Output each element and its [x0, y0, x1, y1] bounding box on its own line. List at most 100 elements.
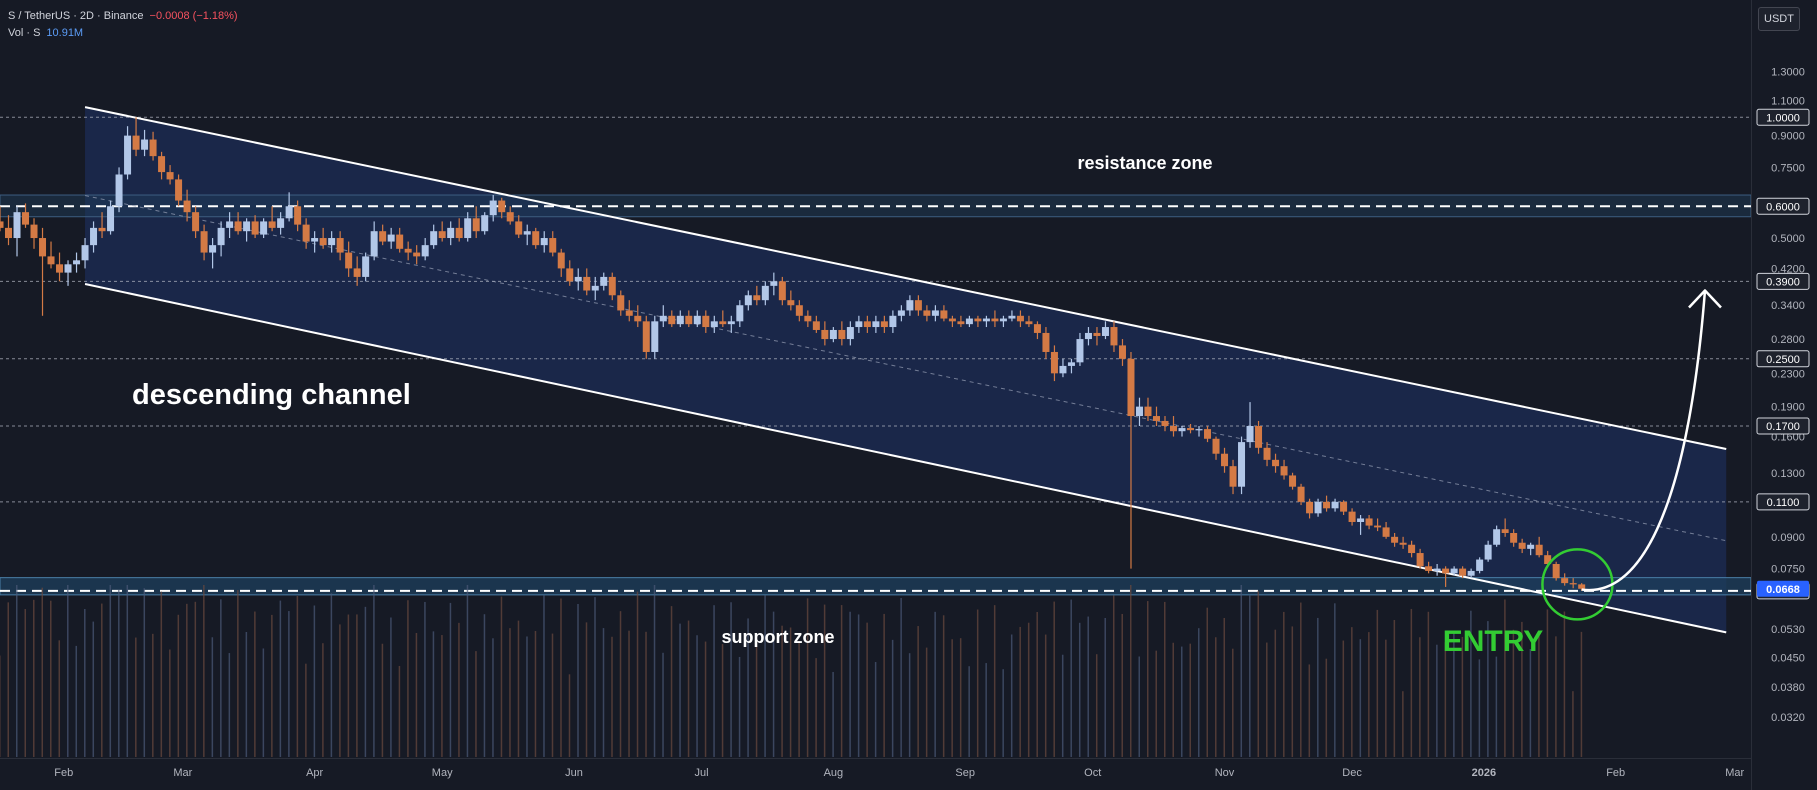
candle: [1331, 498, 1339, 512]
candle-body: [98, 227, 106, 232]
candle-body: [940, 310, 948, 319]
candle-body: [770, 281, 778, 286]
candle: [1280, 459, 1288, 480]
entry-label: ENTRY: [1443, 625, 1544, 658]
candle-body: [625, 310, 633, 316]
price-tick-label: 0.1300: [1771, 468, 1805, 480]
time-tick-label: Mar: [1725, 767, 1744, 779]
time-tick-label: Apr: [306, 767, 323, 779]
volume-bar: [874, 662, 877, 757]
volume-bar: [1563, 611, 1566, 757]
candle: [1459, 566, 1467, 579]
candle-body: [1212, 438, 1220, 454]
price-tick-label: 0.1600: [1771, 432, 1805, 444]
candle: [838, 321, 846, 346]
volume-bar: [1274, 629, 1277, 757]
candle: [515, 215, 523, 239]
candle: [931, 305, 939, 322]
candle-body: [1552, 564, 1560, 579]
volume-bar: [322, 643, 324, 757]
volume-bar: [1478, 659, 1481, 757]
projection-arrow[interactable]: [1581, 290, 1707, 592]
volume-bar: [1181, 646, 1183, 757]
time-tick-label: Mar: [173, 767, 192, 779]
volume-bar: [296, 595, 299, 757]
candle-body: [702, 315, 710, 328]
channel-lower-line[interactable]: [84, 283, 1727, 634]
candle: [1246, 402, 1254, 448]
candle-body: [345, 252, 353, 269]
candle-body: [787, 300, 795, 306]
volume-bar: [1036, 612, 1038, 757]
candle: [676, 310, 684, 328]
candle-body: [404, 248, 412, 253]
candle: [557, 248, 565, 277]
candle: [948, 315, 956, 328]
volume-bar: [7, 602, 10, 757]
volume-bar: [585, 622, 588, 757]
volume-bar: [492, 638, 494, 757]
volume-bar: [177, 614, 180, 757]
volume-bar: [772, 611, 775, 757]
candle-body: [1416, 553, 1424, 567]
candle-body: [268, 221, 276, 228]
volume-bar: [1342, 640, 1345, 757]
candle-body: [22, 212, 30, 225]
volume-bar: [441, 635, 443, 757]
price-tick-label: 0.7500: [1771, 162, 1805, 174]
candle: [1297, 483, 1305, 506]
price-tick-label: 0.0900: [1771, 532, 1805, 544]
candle: [1033, 321, 1041, 340]
candle: [115, 167, 123, 213]
candle: [1527, 542, 1535, 556]
volume-bar: [679, 623, 681, 757]
last-price-label: 0.0668: [1766, 584, 1800, 596]
candle-body: [515, 221, 523, 235]
candle-body: [761, 285, 769, 301]
candle: [268, 206, 276, 232]
candle: [753, 285, 761, 306]
channel-upper-line[interactable]: [84, 106, 1727, 450]
volume-bar: [653, 585, 656, 757]
volume-bar: [1291, 626, 1294, 757]
currency-button[interactable]: USDT: [1758, 7, 1800, 31]
candle: [693, 310, 701, 328]
price-tick-label: 0.0320: [1771, 712, 1805, 724]
symbol-title[interactable]: S / TetherUS · 2D · Binance: [8, 10, 144, 22]
volume-bar: [823, 604, 826, 757]
candle: [761, 281, 769, 306]
candle: [923, 305, 931, 322]
volume-bar: [1470, 610, 1472, 757]
volume-bar: [237, 590, 239, 757]
candle: [1408, 540, 1416, 558]
volume-bar: [1172, 642, 1175, 757]
candle: [1059, 358, 1067, 378]
volume-bar: [1393, 619, 1396, 757]
candle-body: [1391, 536, 1399, 543]
candle-body: [285, 206, 293, 219]
volume-bar: [1461, 636, 1464, 757]
candle-body: [1272, 459, 1280, 467]
candle: [804, 310, 812, 328]
candle-body: [481, 215, 489, 232]
candle-body: [311, 238, 319, 242]
volume-bar: [721, 644, 724, 757]
candle: [209, 238, 217, 269]
candle-body: [1263, 447, 1271, 460]
support-zone-box: [0, 577, 1752, 596]
candle: [727, 315, 735, 333]
volume-bar: [917, 626, 919, 757]
volume-bar: [1300, 602, 1302, 757]
candle-body: [294, 206, 302, 225]
candle: [1272, 453, 1280, 473]
candle: [1127, 351, 1135, 569]
volume-bar: [840, 605, 843, 757]
candle-body: [438, 231, 446, 239]
volume-bar: [662, 652, 664, 757]
volume-label[interactable]: Vol · S: [8, 27, 41, 39]
candle: [1493, 525, 1501, 547]
candle-body: [1187, 428, 1195, 431]
volume-bar: [356, 614, 358, 757]
candle-body: [608, 276, 616, 296]
